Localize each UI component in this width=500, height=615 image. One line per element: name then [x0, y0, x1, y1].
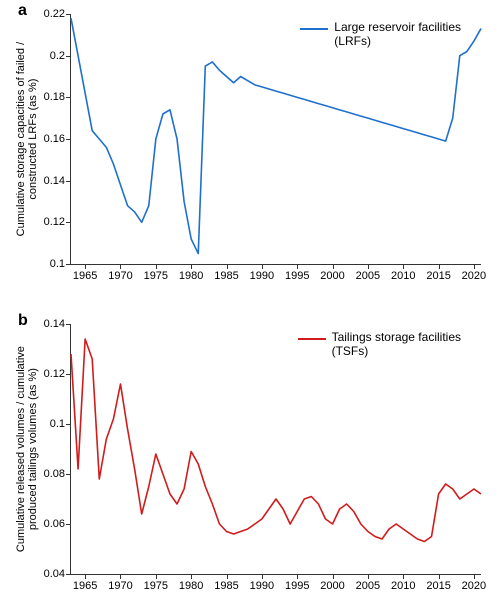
- ylabel-a-line1: Cumulative storage capacities of failed …: [15, 42, 27, 236]
- legend-text-a: Large reservoir facilities (LRFs): [334, 20, 461, 49]
- x-tick-label: 1970: [108, 264, 132, 282]
- y-tick-label: 0.12: [44, 368, 71, 380]
- x-tick-label: 1990: [250, 574, 274, 592]
- x-tick-label: 1970: [108, 574, 132, 592]
- y-tick-label: 0.04: [44, 568, 71, 580]
- x-tick-label: 1990: [250, 264, 274, 282]
- y-tick-label: 0.18: [44, 91, 71, 103]
- ylabel-wrap-a: Cumulative storage capacities of failed …: [12, 14, 42, 264]
- plot-area-b: Tailings storage facilities (TSFs) 0.040…: [70, 324, 481, 575]
- x-tick-label: 2020: [462, 264, 486, 282]
- y-tick-label: 0.06: [44, 518, 71, 530]
- x-tick-label: 2010: [391, 264, 415, 282]
- x-tick-label: 2020: [462, 574, 486, 592]
- x-tick-label: 1965: [73, 574, 97, 592]
- legend-b-line1: Tailings storage facilities: [332, 330, 461, 344]
- panel-b: b Cumulative released volumes / cumulati…: [0, 310, 500, 610]
- legend-b-line2: (TSFs): [332, 344, 369, 358]
- x-tick-label: 1985: [214, 574, 238, 592]
- y-tick-label: 0.08: [44, 468, 71, 480]
- y-tick-label: 0.1: [50, 258, 71, 270]
- legend-a-line2: (LRFs): [334, 34, 371, 48]
- x-tick-label: 1965: [73, 264, 97, 282]
- ylabel-b-line1: Cumulative released volumes / cumulative: [15, 346, 27, 552]
- x-tick-label: 2005: [356, 264, 380, 282]
- x-tick-label: 2015: [426, 574, 450, 592]
- x-tick-label: 1995: [285, 264, 309, 282]
- x-tick-label: 2005: [356, 574, 380, 592]
- legend-a: Large reservoir facilities (LRFs): [300, 20, 461, 49]
- x-tick-label: 1980: [179, 574, 203, 592]
- x-tick-label: 2000: [320, 574, 344, 592]
- figure-page: a Cumulative storage capacities of faile…: [0, 0, 500, 615]
- y-axis-label-b: Cumulative released volumes / cumulative…: [15, 346, 39, 552]
- y-tick-label: 0.14: [44, 175, 71, 187]
- line-series-b: [71, 324, 481, 574]
- legend-b: Tailings storage facilities (TSFs): [298, 330, 461, 359]
- legend-swatch-b: [298, 338, 326, 340]
- y-tick-label: 0.14: [44, 318, 71, 330]
- legend-swatch-a: [300, 28, 328, 30]
- y-tick-label: 0.2: [50, 50, 71, 62]
- x-tick-label: 1975: [144, 264, 168, 282]
- legend-a-line1: Large reservoir facilities: [334, 20, 461, 34]
- x-tick-label: 1985: [214, 264, 238, 282]
- ylabel-a-line2: constructed LRFs (as %): [27, 42, 39, 236]
- x-tick-label: 1975: [144, 574, 168, 592]
- x-tick-label: 2015: [426, 264, 450, 282]
- y-tick-label: 0.22: [44, 8, 71, 20]
- x-tick-label: 2000: [320, 264, 344, 282]
- series-path: [71, 339, 481, 542]
- ylabel-b-line2: produced tailings volumes (as %): [27, 346, 39, 552]
- y-tick-label: 0.16: [44, 133, 71, 145]
- ylabel-wrap-b: Cumulative released volumes / cumulative…: [12, 324, 42, 574]
- y-axis-label-a: Cumulative storage capacities of failed …: [15, 42, 39, 236]
- y-tick-label: 0.1: [50, 418, 71, 430]
- legend-text-b: Tailings storage facilities (TSFs): [332, 330, 461, 359]
- x-tick-label: 1995: [285, 574, 309, 592]
- x-tick-label: 2010: [391, 574, 415, 592]
- panel-a: a Cumulative storage capacities of faile…: [0, 0, 500, 300]
- line-series-a: [71, 14, 481, 264]
- y-tick-label: 0.12: [44, 216, 71, 228]
- plot-area-a: Large reservoir facilities (LRFs) 0.10.1…: [70, 14, 481, 265]
- x-tick-label: 1980: [179, 264, 203, 282]
- series-path: [71, 18, 481, 253]
